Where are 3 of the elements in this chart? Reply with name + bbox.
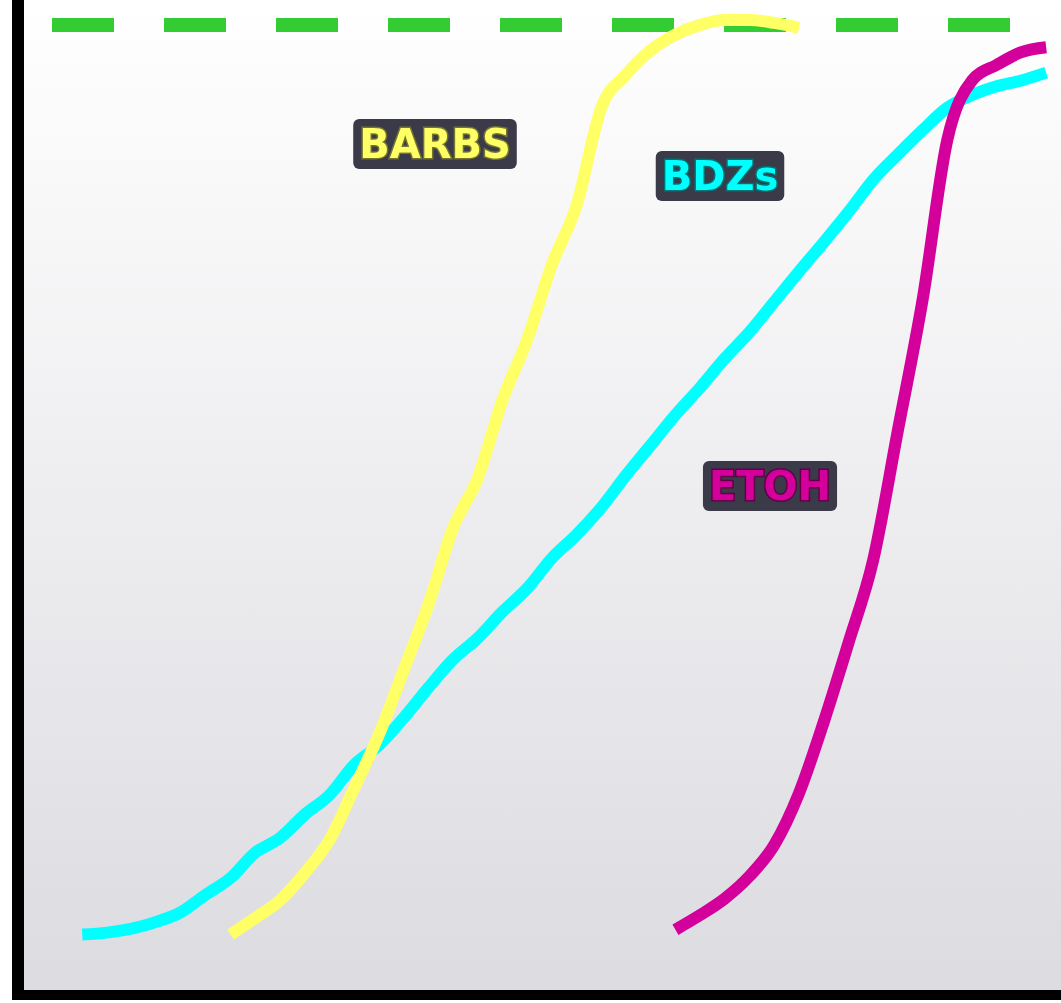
series-label: ETOH	[708, 463, 832, 509]
series-label: BARBS	[359, 121, 511, 167]
series-label: BDZs	[661, 153, 779, 199]
